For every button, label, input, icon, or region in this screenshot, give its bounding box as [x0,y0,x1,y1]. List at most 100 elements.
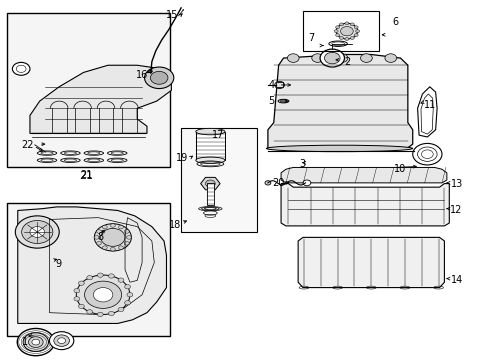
Circle shape [74,288,80,293]
Text: 1: 1 [22,337,28,347]
Circle shape [97,312,103,316]
Circle shape [360,54,371,62]
Text: 21: 21 [80,170,92,180]
Circle shape [23,333,48,351]
Circle shape [320,49,344,67]
Circle shape [340,27,352,36]
Circle shape [344,22,348,25]
Ellipse shape [266,145,412,152]
Text: 8: 8 [98,232,103,242]
Text: 9: 9 [55,259,61,269]
Circle shape [264,181,270,185]
Text: 2: 2 [343,57,349,67]
Bar [195,132,224,160]
Circle shape [12,62,30,75]
Circle shape [335,54,347,62]
Text: 14: 14 [449,275,462,285]
Text: 15: 15 [166,10,178,20]
Polygon shape [30,65,171,134]
Text: 6: 6 [392,17,398,27]
Polygon shape [267,54,412,148]
Circle shape [118,307,124,311]
Text: 18: 18 [169,220,181,230]
Circle shape [335,23,357,39]
Circle shape [124,301,130,305]
Text: 13: 13 [449,179,462,189]
Circle shape [108,274,114,278]
Text: 20: 20 [272,178,284,188]
Text: 17: 17 [211,130,224,140]
Circle shape [102,246,107,249]
Circle shape [384,54,396,62]
Circle shape [118,278,124,282]
Circle shape [126,235,131,239]
Circle shape [311,54,323,62]
Circle shape [97,273,103,277]
Polygon shape [281,167,446,183]
Circle shape [205,180,215,187]
Bar [6,13,169,167]
Circle shape [335,34,339,37]
Circle shape [353,26,357,29]
Circle shape [349,37,353,40]
Circle shape [28,337,43,347]
Circle shape [74,297,80,301]
Circle shape [124,242,129,245]
Circle shape [127,293,133,297]
Circle shape [118,246,123,249]
Circle shape [150,71,167,84]
Circle shape [93,288,113,302]
Bar [6,203,169,336]
Polygon shape [281,184,448,226]
Bar [181,128,256,232]
Circle shape [49,332,74,350]
Ellipse shape [195,129,224,135]
Circle shape [344,38,348,41]
Circle shape [30,226,44,237]
Circle shape [353,34,357,37]
Circle shape [96,242,101,245]
Text: 10: 10 [394,164,406,174]
Circle shape [144,67,173,89]
Circle shape [108,311,114,316]
Bar [276,82,283,87]
Circle shape [17,328,54,356]
Circle shape [76,275,130,315]
Circle shape [86,275,92,280]
Circle shape [21,221,53,243]
Circle shape [355,30,359,33]
Text: 11: 11 [423,100,435,110]
Circle shape [102,225,107,229]
Circle shape [287,54,299,62]
Circle shape [32,339,40,345]
Text: 4: 4 [268,80,274,90]
Circle shape [118,225,123,229]
Circle shape [124,285,130,289]
Circle shape [15,216,59,248]
Circle shape [54,335,69,346]
Ellipse shape [195,157,224,163]
Polygon shape [18,207,166,323]
Circle shape [84,281,122,309]
Text: 22: 22 [21,140,34,150]
Circle shape [86,310,92,314]
Bar [303,12,378,51]
Text: 16: 16 [136,70,148,80]
Circle shape [303,180,310,186]
Bar [206,183,213,205]
Circle shape [110,247,115,251]
Circle shape [124,230,129,233]
Circle shape [324,52,339,64]
Circle shape [78,304,84,309]
Circle shape [94,224,131,251]
Text: 3: 3 [298,159,305,169]
Circle shape [78,281,84,285]
Circle shape [349,23,353,26]
Polygon shape [298,237,444,288]
Circle shape [339,37,343,40]
Circle shape [96,230,101,233]
Circle shape [101,228,125,246]
Polygon shape [200,177,220,190]
Text: 5: 5 [267,96,274,106]
Text: 7: 7 [308,33,314,43]
